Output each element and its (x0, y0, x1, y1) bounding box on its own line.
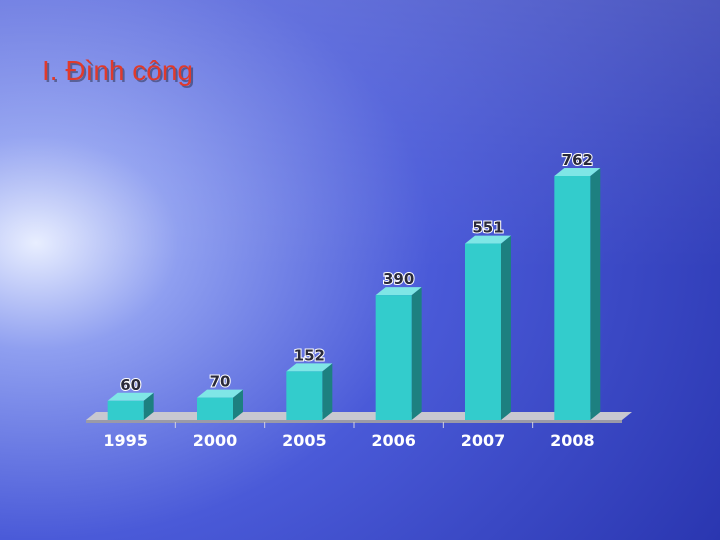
bar (554, 176, 591, 420)
bar-side (233, 389, 243, 420)
bar-top (375, 287, 422, 296)
chart-floor-edge (86, 420, 622, 423)
bar (375, 295, 412, 420)
value-label: 390 (383, 270, 414, 288)
x-tick-label: 1995 (103, 431, 148, 450)
bar-side (590, 168, 601, 420)
bar-side (322, 363, 333, 420)
bar-top (286, 363, 333, 372)
chart-floor (86, 412, 632, 420)
value-label: 70 (210, 373, 231, 391)
x-tick-label: 2005 (282, 431, 327, 450)
value-label: 60 (120, 376, 141, 394)
x-tick-label: 2008 (550, 431, 595, 450)
bar (286, 371, 323, 420)
x-tick-label: 2006 (371, 431, 416, 450)
bar-side (411, 287, 422, 420)
value-label: 152 (294, 346, 325, 364)
bar (197, 397, 233, 420)
bar-top (554, 168, 601, 176)
bar-side (501, 235, 511, 420)
title-shadow: I. Đình công (44, 57, 195, 88)
bar-top (197, 389, 243, 398)
bar-side (143, 392, 154, 420)
bar (465, 243, 501, 420)
x-tick-label: 2007 (461, 431, 506, 450)
bar-top (107, 392, 154, 401)
value-label: 762 (562, 151, 593, 169)
bar-top (465, 235, 511, 244)
value-label: 551 (472, 219, 503, 237)
bar (107, 400, 144, 420)
x-tick-label: 2000 (193, 431, 238, 450)
slide-title: I. Đình công (42, 55, 193, 86)
